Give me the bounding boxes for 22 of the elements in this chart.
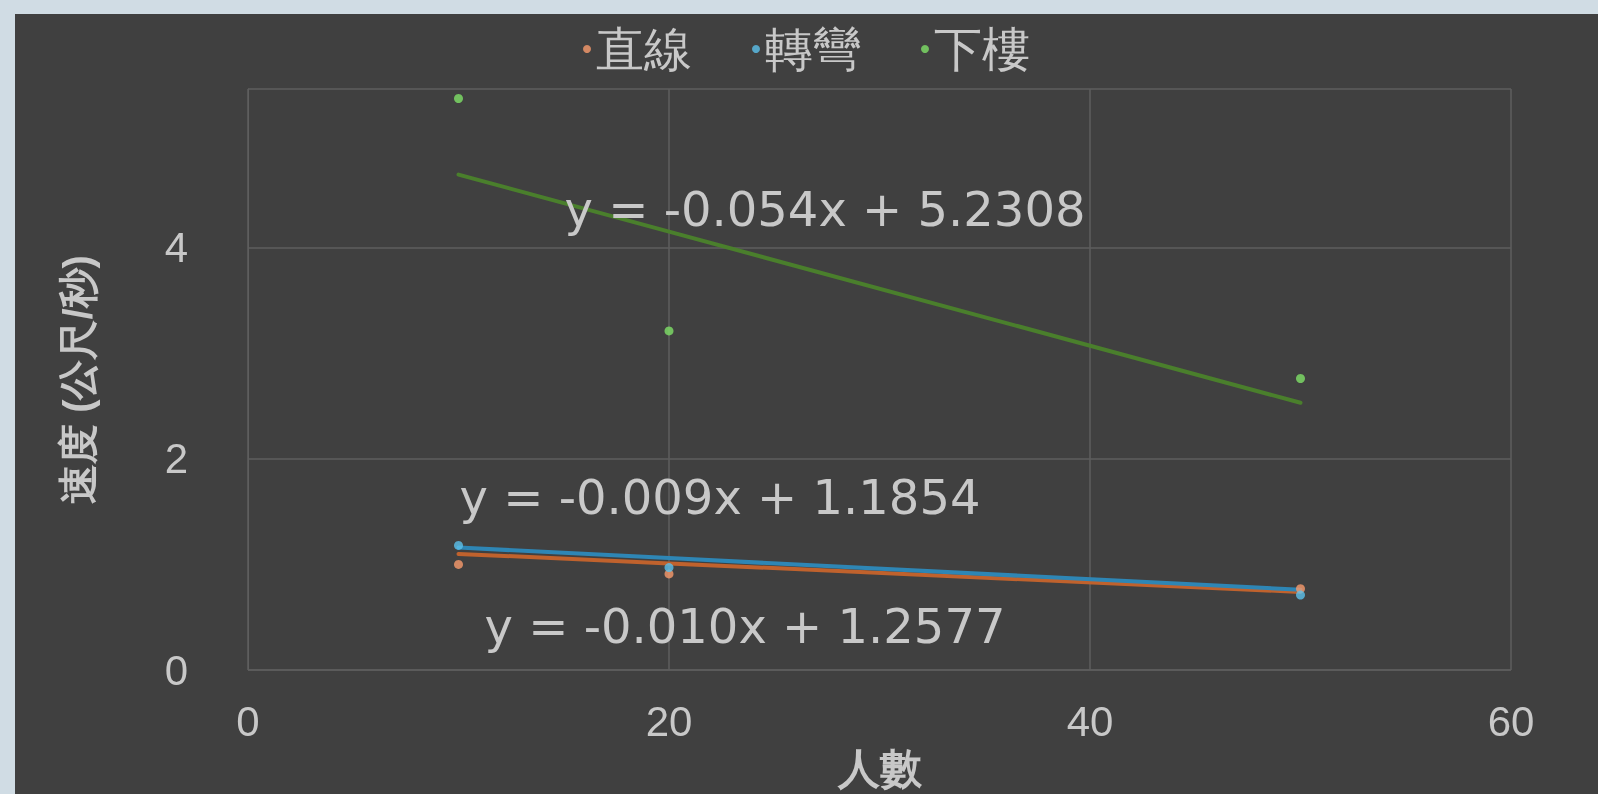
x-tick-label: 20 <box>645 697 693 745</box>
annotation: y = -0.054x + 5.2308 <box>564 181 1086 237</box>
point <box>664 326 674 336</box>
point <box>1296 374 1305 383</box>
y-tick-label: 0 <box>164 646 188 694</box>
y-tick-label: 4 <box>164 223 188 271</box>
x-tick-label: 60 <box>1487 697 1535 745</box>
legend-label: 直線 <box>596 21 692 77</box>
annotation: y = -0.009x + 1.1854 <box>459 469 981 525</box>
x-axis-title: 人數 <box>836 744 923 792</box>
y-axis-title: 速度 (公尺/秒) <box>56 255 100 504</box>
x-tick-label: 40 <box>1066 697 1114 745</box>
point <box>454 94 463 104</box>
y-tick-label: 2 <box>164 435 188 483</box>
legend-label: 轉彎 <box>765 21 861 77</box>
point <box>454 540 463 550</box>
point <box>1296 590 1305 600</box>
annotation: y = -0.010x + 1.2577 <box>484 598 1006 654</box>
point <box>664 563 674 573</box>
point <box>454 559 463 569</box>
legend-label: 下樓 <box>934 21 1030 77</box>
x-tick-label: 0 <box>236 697 260 745</box>
